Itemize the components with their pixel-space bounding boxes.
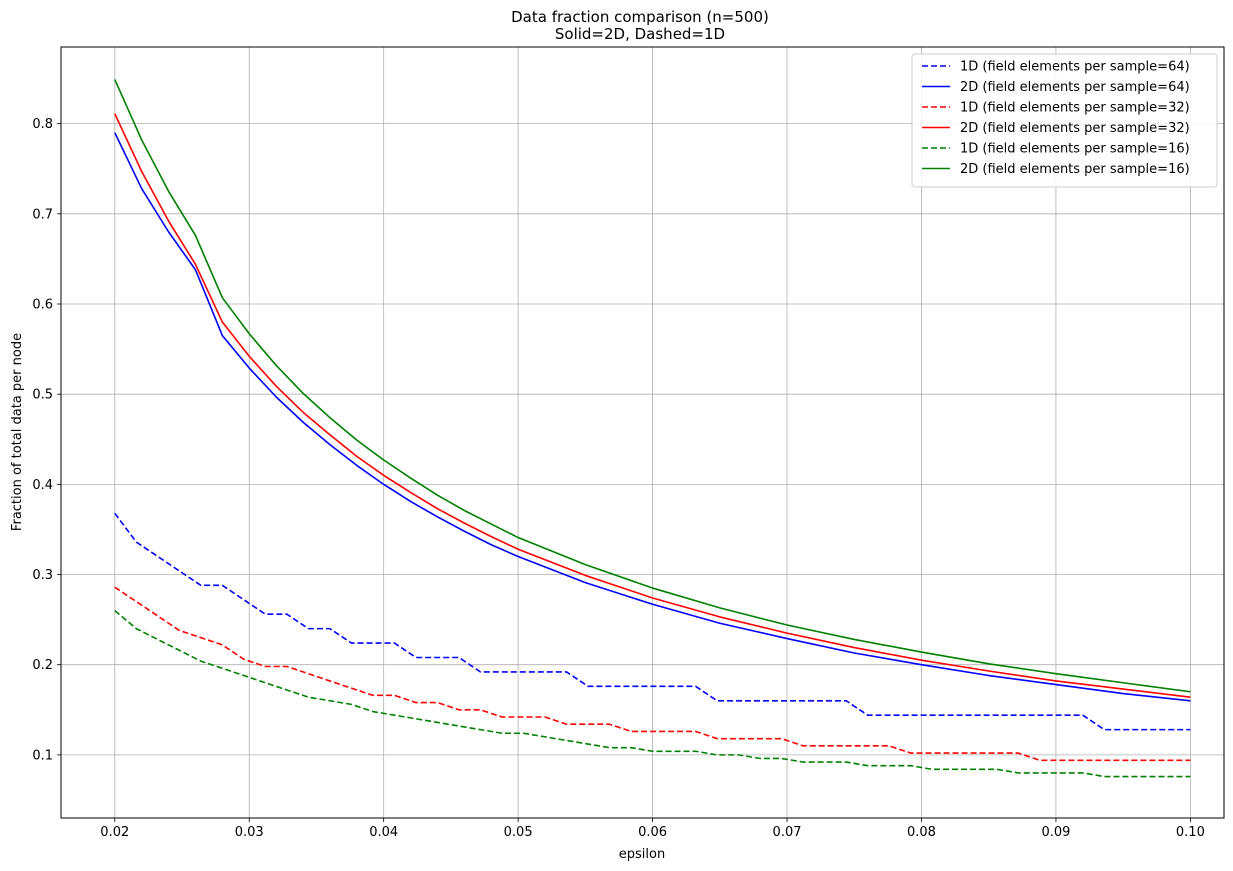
x-axis-label: epsilon: [619, 847, 665, 862]
axis-ticks: 0.02 0.03 0.04 0.05 0.06 0.07 0.08 0.09 0.10 0.1 0…: [32, 117, 1205, 840]
solid-series-line: [114, 79, 1191, 693]
legend-label: 1D (field elements per sample=64): [960, 60, 1190, 75]
legend: 1D (field elements per sample=64) 2D (fie…: [911, 53, 1218, 188]
plot-frame: [60, 46, 1225, 819]
gridlines: [61, 47, 1224, 818]
x-tick-label: 0.09: [1041, 825, 1070, 840]
x-tick-label: 0.07: [773, 825, 802, 840]
y-tick-label: 0.1: [32, 748, 53, 763]
y-tick-label: 0.4: [32, 478, 53, 493]
dashed-series-line: [114, 586, 1191, 762]
x-tick-label: 0.04: [369, 825, 398, 840]
y-tick-label: 0.2: [32, 658, 53, 673]
chart-subtitle: Solid=2D, Dashed=1D: [555, 25, 725, 43]
x-tick-label: 0.05: [504, 825, 533, 840]
x-tick-label: 0.03: [235, 825, 264, 840]
dashed-series-line: [114, 512, 1191, 731]
y-tick-label: 0.8: [32, 117, 53, 132]
legend-label: 1D (field elements per sample=32): [960, 101, 1190, 116]
x-tick-label: 0.06: [638, 825, 667, 840]
legend-box: [911, 53, 1218, 188]
legend-label: 2D (field elements per sample=32): [960, 121, 1190, 136]
solid-series-line: [114, 113, 1191, 698]
solid-series-line: [114, 132, 1191, 702]
y-tick-label: 0.6: [32, 298, 53, 313]
chart-title: Data fraction comparison (n=500): [511, 8, 769, 26]
y-tick-label: 0.3: [32, 568, 53, 583]
y-tick-label: 0.7: [32, 207, 53, 222]
dashed-series-line: [114, 609, 1191, 778]
x-tick-label: 0.02: [100, 825, 129, 840]
legend-label: 2D (field elements per sample=16): [960, 162, 1190, 177]
y-axis-label: Fraction of total data per node: [10, 333, 25, 531]
y-tick-label: 0.5: [32, 388, 53, 403]
legend-label: 1D (field elements per sample=16): [960, 142, 1190, 157]
legend-label: 2D (field elements per sample=64): [960, 80, 1190, 95]
x-tick-label: 0.10: [1176, 825, 1205, 840]
series-lines: [114, 79, 1191, 778]
x-tick-label: 0.08: [907, 825, 936, 840]
